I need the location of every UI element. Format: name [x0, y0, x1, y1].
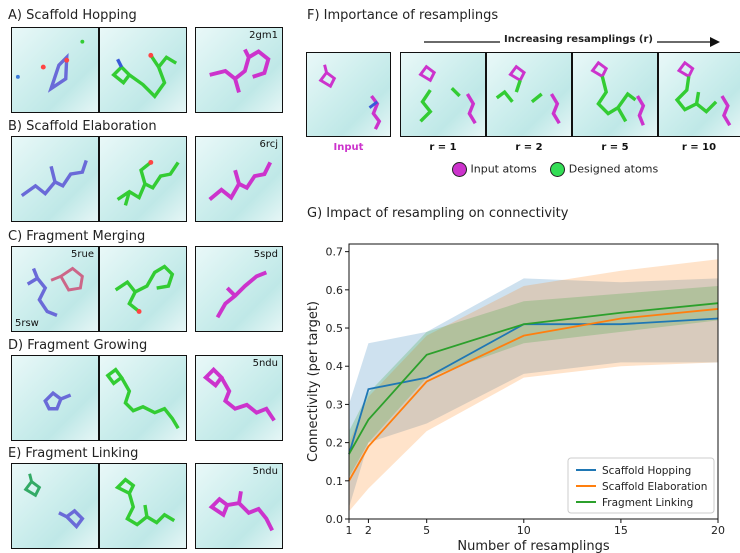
y-tick-label-6: 0.6 [326, 284, 344, 297]
panel-f-r2-tile [486, 52, 572, 137]
panel-f-r10-label: r = 10 [681, 142, 717, 153]
plot-frame [348, 243, 719, 520]
x-tick-label-2: 5 [423, 524, 430, 537]
input-atoms-label: Input atoms [470, 162, 537, 176]
resampling-arrow-label: Increasing resamplings (r) [500, 34, 657, 45]
panel-d-fragment-tile [11, 355, 99, 441]
panel-c-pdb-label: 5spd [253, 249, 278, 260]
x-tick-label-4: 15 [614, 524, 628, 537]
panel-a-fragment-tile [11, 27, 99, 113]
panel-d-title: D) Fragment Growing [8, 338, 148, 353]
y-axis-label: Connectivity (per target) [306, 301, 321, 462]
band-series-0 [349, 278, 718, 508]
y-tick-label-0: 0.0 [326, 513, 344, 526]
panel-f-r1-label: r = 1 [429, 142, 457, 153]
line-series-0 [348, 317, 719, 455]
connectivity-chart: 1 2 5 10 15 20 0.0 0.1 0.2 0.3 0.4 0.5 0.6 0.7 Number … [306, 243, 725, 553]
panel-g-title: G) Impact of resampling on connectivity [307, 206, 569, 221]
band-series-1 [349, 259, 718, 512]
x-tick-label-1: 2 [365, 524, 372, 537]
input-atoms-swatch [452, 162, 467, 177]
legend-label-1: Scaffold Elaboration [602, 481, 707, 493]
panel-f-r10-tile [658, 52, 740, 137]
y-tick-label-3: 0.3 [326, 398, 344, 411]
panel-d-reference-tile: 5ndu [195, 355, 283, 441]
chart-legend [567, 457, 715, 514]
panel-c-label-b: 5rsw [15, 318, 39, 329]
panel-b-reference-tile: 6rcj [195, 136, 283, 222]
panel-e-pdb-label: 5ndu [252, 466, 278, 477]
panel-b-pdb-label: 6rcj [259, 139, 278, 150]
panel-f-input-tile [306, 52, 391, 137]
panel-b-designed-tile [99, 136, 187, 222]
line-series-1 [348, 308, 719, 482]
panel-c-title: C) Fragment Merging [8, 229, 146, 244]
y-tick-label-4: 0.4 [326, 360, 344, 373]
resampling-arrow: Increasing resamplings (r) [424, 34, 720, 49]
panel-f-legend: Input atoms Designed atoms [452, 162, 658, 177]
panel-a-title: A) Scaffold Hopping [8, 8, 137, 23]
panel-c-label-a: 5rue [71, 249, 94, 260]
panel-f-r2-label: r = 2 [515, 142, 543, 153]
band-series-2 [349, 286, 718, 477]
x-tick-label-3: 10 [517, 524, 531, 537]
panel-e-fragment-tile [11, 463, 99, 549]
legend-label-0: Scaffold Hopping [602, 465, 691, 477]
panel-d-designed-tile [99, 355, 187, 441]
line-series-2 [348, 302, 719, 455]
designed-atoms-swatch [550, 162, 566, 177]
panel-a-reference-tile: 2gm1 [195, 27, 283, 113]
panel-e-reference-tile: 5ndu [195, 463, 283, 549]
panel-b-title: B) Scaffold Elaboration [8, 119, 157, 134]
panel-f-input-label: Input [333, 142, 364, 153]
panel-f-r5-tile [572, 52, 658, 137]
panel-e-title: E) Fragment Linking [8, 446, 139, 461]
panel-b-fragment-tile [11, 136, 99, 222]
x-axis-label: Number of resamplings [457, 539, 609, 553]
x-tick-label-5: 20 [711, 524, 725, 537]
y-tick-label-1: 0.1 [326, 475, 344, 488]
x-tick-label-0: 1 [346, 524, 353, 537]
y-tick-label-7: 0.7 [326, 246, 344, 259]
panel-f-r5-label: r = 5 [601, 142, 629, 153]
panel-c-designed-tile [99, 246, 187, 332]
y-tick-label-5: 0.5 [326, 322, 344, 335]
panel-f-r1-tile [400, 52, 486, 137]
panel-c-reference-tile: 5spd [195, 246, 283, 332]
panel-f-title: F) Importance of resamplings [307, 8, 499, 23]
panel-c-fragment-tile: 5rue 5rsw [11, 246, 99, 332]
legend-label-2: Fragment Linking [602, 497, 693, 509]
panel-a-designed-tile [99, 27, 187, 113]
panel-a-pdb-label: 2gm1 [249, 30, 278, 41]
panel-e-designed-tile [99, 463, 187, 549]
panel-d-pdb-label: 5ndu [252, 358, 278, 369]
designed-atoms-label: Designed atoms [568, 162, 659, 176]
y-tick-label-2: 0.2 [326, 437, 344, 450]
